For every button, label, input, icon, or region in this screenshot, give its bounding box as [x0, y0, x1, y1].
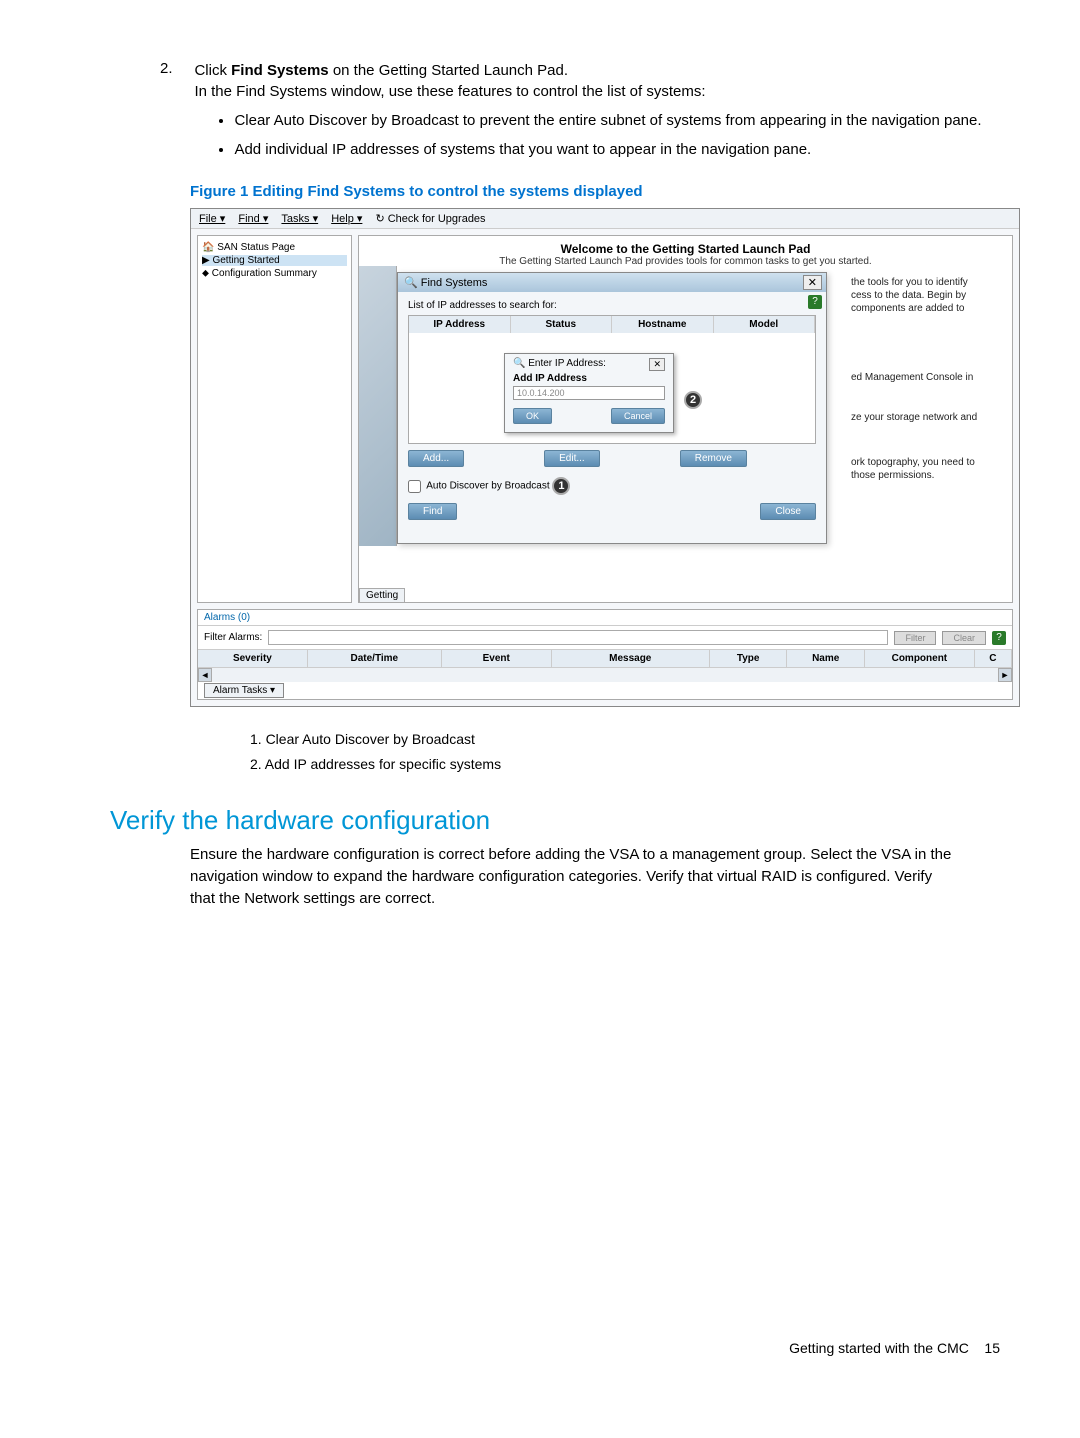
step-line1-bold: Find Systems [231, 62, 329, 79]
edit-button[interactable]: Edit... [544, 450, 600, 467]
close-button[interactable]: Close [760, 503, 816, 520]
legend-2: 2. Add IP addresses for specific systems [250, 752, 1020, 777]
section-paragraph: Ensure the hardware configuration is cor… [190, 844, 960, 909]
callout-1: 1 [552, 477, 570, 495]
enter-ip-title-bar: 🔍 Enter IP Address: ✕ [513, 358, 665, 369]
find-systems-dialog: 🔍 Find Systems ✕ ? List of IP addresses … [397, 272, 827, 544]
menu-check-upgrades[interactable]: ↻ Check for Upgrades [375, 212, 485, 225]
col-hostname: Hostname [612, 316, 714, 333]
callout-2: 2 [684, 391, 702, 409]
find-button[interactable]: Find [408, 503, 457, 520]
step-body: Click Find Systems on the Getting Starte… [194, 60, 1014, 171]
alarms-header: Alarms (0) [198, 610, 1012, 626]
main-pane: Welcome to the Getting Started Launch Pa… [358, 235, 1013, 603]
help-icon[interactable]: ? [808, 295, 822, 309]
scroll-right-icon[interactable]: ► [998, 668, 1012, 682]
step-line2: In the Find Systems window, use these fe… [194, 83, 705, 100]
col-type: Type [710, 650, 788, 667]
ip-table: IP Address Status Hostname Model 🔍 Enter… [408, 315, 816, 444]
footer-text: Getting started with the CMC [789, 1340, 969, 1356]
auto-discover-row: Auto Discover by Broadcast 1 [408, 477, 816, 495]
section-heading: Verify the hardware configuration [110, 805, 1020, 836]
cancel-button[interactable]: Cancel [611, 408, 665, 424]
menu-help[interactable]: Help ▾ [331, 212, 362, 225]
col-message: Message [552, 650, 710, 667]
filter-button[interactable]: Filter [894, 631, 936, 645]
figure-caption: Figure 1 Editing Find Systems to control… [190, 183, 1020, 200]
filter-label: Filter Alarms: [204, 632, 262, 643]
col-event: Event [442, 650, 552, 667]
col-datetime: Date/Time [308, 650, 442, 667]
enter-ip-close-icon[interactable]: ✕ [649, 358, 665, 371]
step-line1-pre: Click [194, 62, 231, 79]
step-2: 2. Click Find Systems on the Getting Sta… [160, 60, 1020, 171]
filter-input[interactable] [268, 630, 888, 645]
nav-getting-started[interactable]: ▶ Getting Started [202, 255, 347, 266]
menubar: File ▾ Find ▾ Tasks ▾ Help ▾ ↻ Check for… [191, 209, 1019, 229]
page-footer: Getting started with the CMC 15 [60, 1340, 1020, 1356]
page-number: 15 [984, 1340, 1000, 1356]
menu-find[interactable]: Find ▾ [238, 212, 268, 225]
remove-button[interactable]: Remove [680, 450, 747, 467]
step-number: 2. [160, 60, 190, 77]
bullet-2: Add individual IP addresses of systems t… [234, 139, 1014, 162]
nav-config-summary[interactable]: ⬥ Configuration Summary [202, 268, 347, 279]
scrollbar[interactable]: ◄ ► [198, 668, 1012, 682]
col-status: Status [511, 316, 613, 333]
col-ip: IP Address [409, 316, 511, 333]
screenshot: File ▾ Find ▾ Tasks ▾ Help ▾ ↻ Check for… [190, 208, 1020, 707]
alarm-table-header: Severity Date/Time Event Message Type Na… [198, 649, 1012, 668]
welcome-sub: The Getting Started Launch Pad provides … [359, 256, 1012, 267]
col-c: C [975, 650, 1012, 667]
welcome-title: Welcome to the Getting Started Launch Pa… [359, 242, 1012, 256]
ip-address-input[interactable] [513, 386, 665, 400]
col-name: Name [787, 650, 865, 667]
alarms-panel: Alarms (0) Filter Alarms: Filter Clear ?… [197, 609, 1013, 700]
bullet-1: Clear Auto Discover by Broadcast to prev… [234, 110, 1014, 133]
list-label: List of IP addresses to search for: [408, 300, 816, 311]
auto-discover-checkbox[interactable] [408, 480, 421, 493]
menu-tasks[interactable]: Tasks ▾ [281, 212, 318, 225]
col-model: Model [714, 316, 816, 333]
menu-file[interactable]: File ▾ [199, 212, 225, 225]
partial-text-4: ork topography, you need to those permis… [851, 456, 1006, 482]
enter-ip-label: Add IP Address [513, 373, 665, 384]
add-button[interactable]: Add... [408, 450, 464, 467]
getting-tab[interactable]: Getting [359, 588, 405, 603]
partial-text-2: ed Management Console in [851, 371, 1006, 384]
dialog-close-icon[interactable]: ✕ [803, 275, 822, 290]
alarms-help-icon[interactable]: ? [992, 631, 1006, 645]
nav-san-status[interactable]: 🏠 SAN Status Page [202, 242, 347, 253]
auto-discover-label: Auto Discover by Broadcast [426, 481, 549, 492]
legend-1: 1. Clear Auto Discover by Broadcast [250, 727, 1020, 752]
nav-pane: 🏠 SAN Status Page ▶ Getting Started ⬥ Co… [197, 235, 352, 603]
ip-table-body: 🔍 Enter IP Address: ✕ Add IP Address OK … [409, 333, 815, 443]
step-bullets: Clear Auto Discover by Broadcast to prev… [234, 110, 1014, 161]
alarm-tasks-button[interactable]: Alarm Tasks ▾ [204, 683, 284, 698]
col-severity: Severity [198, 650, 308, 667]
dialog-title: Find Systems [421, 277, 488, 289]
scroll-left-icon[interactable]: ◄ [198, 668, 212, 682]
enter-ip-title: Enter IP Address: [528, 358, 606, 369]
col-component: Component [865, 650, 975, 667]
partial-text-1: the tools for you to identify cess to th… [851, 276, 1006, 315]
partial-text-3: ze your storage network and [851, 411, 1006, 424]
clear-button[interactable]: Clear [942, 631, 986, 645]
decorative-graphic [359, 266, 397, 546]
ok-button[interactable]: OK [513, 408, 552, 424]
figure-legend: 1. Clear Auto Discover by Broadcast 2. A… [250, 727, 1020, 777]
dialog-title-bar: 🔍 Find Systems ✕ [398, 273, 826, 292]
enter-ip-dialog: 🔍 Enter IP Address: ✕ Add IP Address OK … [504, 353, 674, 433]
step-line1-post: on the Getting Started Launch Pad. [329, 62, 568, 79]
welcome-header: Welcome to the Getting Started Launch Pa… [359, 236, 1012, 269]
